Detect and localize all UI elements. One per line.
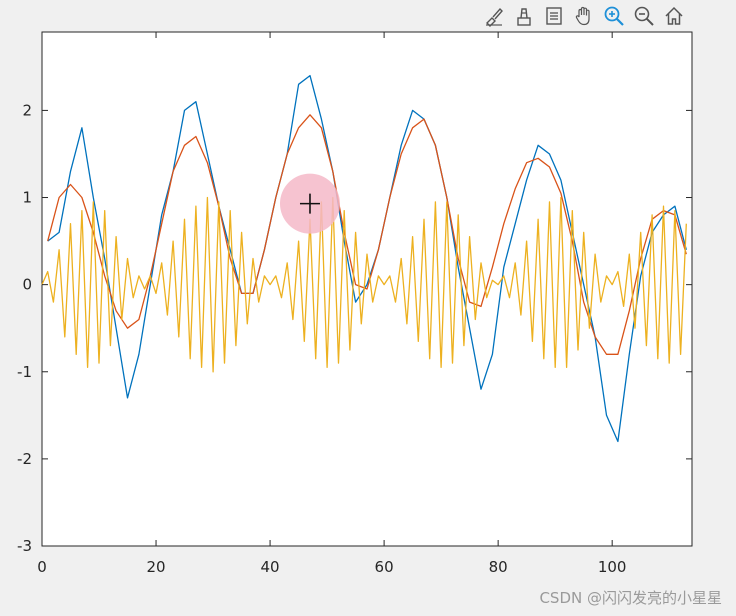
zoom-out-button[interactable]: [630, 3, 658, 29]
x-tick-label: 80: [489, 558, 508, 576]
axes-toolbar: [480, 2, 688, 30]
edit-brush-icon: [486, 7, 503, 27]
watermark: CSDN @闪闪发亮的小星星: [539, 589, 722, 607]
y-tick-label: 0: [22, 276, 32, 294]
series-layer: [41, 74, 687, 443]
x-tick-label: 40: [261, 558, 280, 576]
data-cursor-button[interactable]: [510, 3, 538, 29]
home-icon: [665, 6, 683, 25]
x-tick-label: 60: [375, 558, 394, 576]
crosshair-icon: [299, 193, 320, 214]
pan-button[interactable]: [570, 3, 598, 29]
tick-layer: 0 20 40 60 80 100 -3 -2 -1 0 1 2: [17, 32, 692, 576]
y-tick-label: 2: [22, 101, 32, 119]
y-tick-label: 1: [22, 189, 32, 207]
zoom-in-button[interactable]: [600, 3, 628, 29]
y-tick-label: -3: [17, 537, 32, 555]
restore-view-button[interactable]: [660, 3, 688, 29]
zoom-in-icon: [604, 6, 624, 26]
y-tick-label: -2: [17, 450, 32, 468]
y-tick-label: -1: [17, 363, 32, 381]
x-tick-label: 0: [37, 558, 47, 576]
x-tick-label: 20: [146, 558, 165, 576]
legend-icon: [546, 7, 562, 25]
edit-brush-button[interactable]: [480, 3, 508, 29]
legend-button[interactable]: [540, 3, 568, 29]
pan-hand-icon: [575, 6, 590, 26]
data-cursor: [279, 173, 340, 234]
zoom-out-icon: [634, 6, 654, 26]
x-tick-label: 100: [598, 558, 627, 576]
data-cursor-icon: [517, 8, 531, 26]
series-line-2: [47, 114, 687, 355]
series-line-3: [41, 196, 687, 373]
